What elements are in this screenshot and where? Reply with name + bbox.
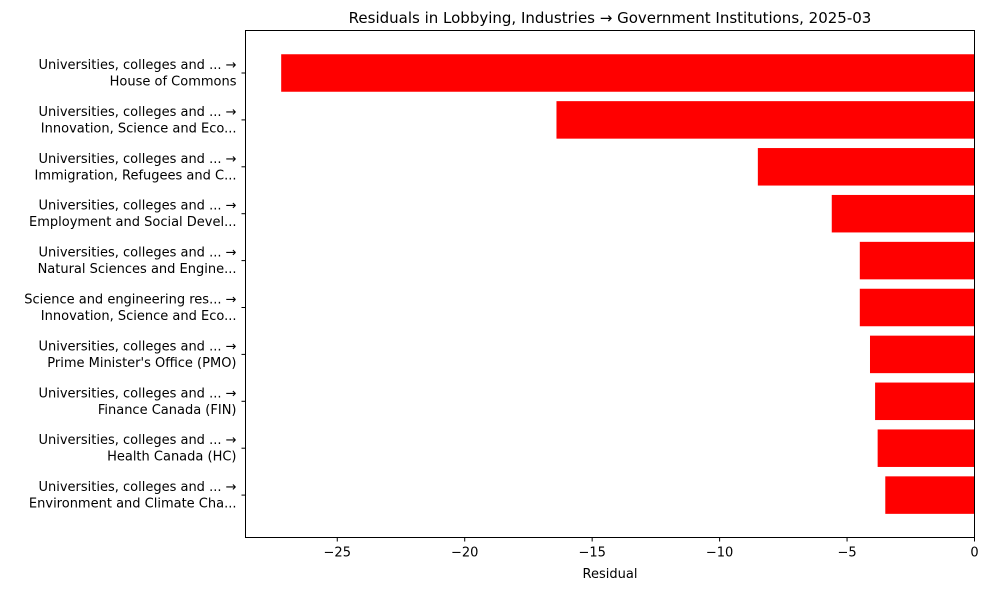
x-axis: −25 −20 −15 −10 −5 0 — [324, 537, 979, 561]
y-tick-label: Universities, colleges and ... → House of… — [38, 58, 236, 90]
y-tick-label-source: Universities, colleges and ... → — [38, 386, 236, 401]
x-tick-label: −10 — [706, 546, 733, 561]
x-tick-label: −15 — [578, 546, 605, 561]
y-tick-label-target: Health Canada (HC) — [107, 450, 236, 465]
bar — [281, 54, 975, 92]
y-tick-label-source: Science and engineering res... → — [24, 293, 236, 308]
bar — [877, 429, 975, 467]
y-tick-label-target: House of Commons — [110, 75, 237, 90]
bar — [556, 101, 975, 139]
y-tick-label: Science and engineering res... → Innovati… — [24, 293, 236, 325]
x-tick-label: −20 — [451, 546, 478, 561]
y-tick-label: Universities, colleges and ... → Innovati… — [38, 105, 236, 136]
y-tick-label-source: Universities, colleges and ... → — [38, 105, 236, 120]
y-tick-label-source: Universities, colleges and ... → — [38, 152, 236, 167]
x-axis-label: Residual — [583, 567, 638, 582]
y-tick-label-target: Innovation, Science and Eco... — [41, 309, 237, 324]
y-tick-label-source: Universities, colleges and ... → — [38, 58, 236, 73]
y-tick-label: Universities, colleges and ... → Immigrat… — [35, 152, 237, 184]
plot-frame — [245, 30, 975, 538]
y-tick-label-source: Universities, colleges and ... → — [38, 199, 236, 214]
bar — [757, 148, 975, 186]
y-tick-label-source: Universities, colleges and ... → — [38, 433, 236, 448]
y-tick-label-target: Prime Minister's Office (PMO) — [47, 356, 236, 371]
bar — [869, 335, 975, 374]
chart-title: Residuals in Lobbying, Industries → Gove… — [349, 9, 872, 27]
y-tick-label: Universities, colleges and ... → Finance … — [38, 386, 236, 418]
x-tick-label: 0 — [970, 546, 978, 561]
bar — [885, 476, 975, 514]
y-tick-label-source: Universities, colleges and ... → — [38, 246, 236, 261]
y-tick-label-target: Innovation, Science and Eco... — [41, 121, 237, 136]
y-tick-label: Universities, colleges and ... → Natural … — [38, 246, 237, 278]
bar — [859, 288, 975, 327]
y-tick-label-target: Employment and Social Devel... — [29, 215, 237, 230]
bar — [875, 382, 975, 421]
y-tick-label: Universities, colleges and ... → Prime Mi… — [38, 339, 236, 371]
y-tick-label: Universities, colleges and ... → Employme… — [29, 199, 237, 231]
y-tick-label-target: Environment and Climate Cha... — [29, 497, 237, 512]
bars — [281, 54, 975, 514]
bar — [831, 194, 975, 233]
y-tick-label-target: Immigration, Refugees and C... — [35, 168, 237, 183]
y-tick-label-source: Universities, colleges and ... → — [38, 480, 236, 495]
y-axis: Universities, colleges and ... → House of… — [24, 58, 246, 512]
y-tick-label-target: Natural Sciences and Engine... — [38, 262, 237, 277]
y-tick-label: Universities, colleges and ... → Health C… — [38, 433, 236, 465]
bar — [859, 241, 975, 280]
y-tick-label-source: Universities, colleges and ... → — [38, 339, 236, 354]
x-tick-label: −25 — [324, 546, 351, 561]
y-tick-label-target: Finance Canada (FIN) — [98, 403, 237, 418]
x-tick-label: −5 — [837, 546, 856, 561]
y-tick-label: Universities, colleges and ... → Environm… — [29, 480, 237, 512]
